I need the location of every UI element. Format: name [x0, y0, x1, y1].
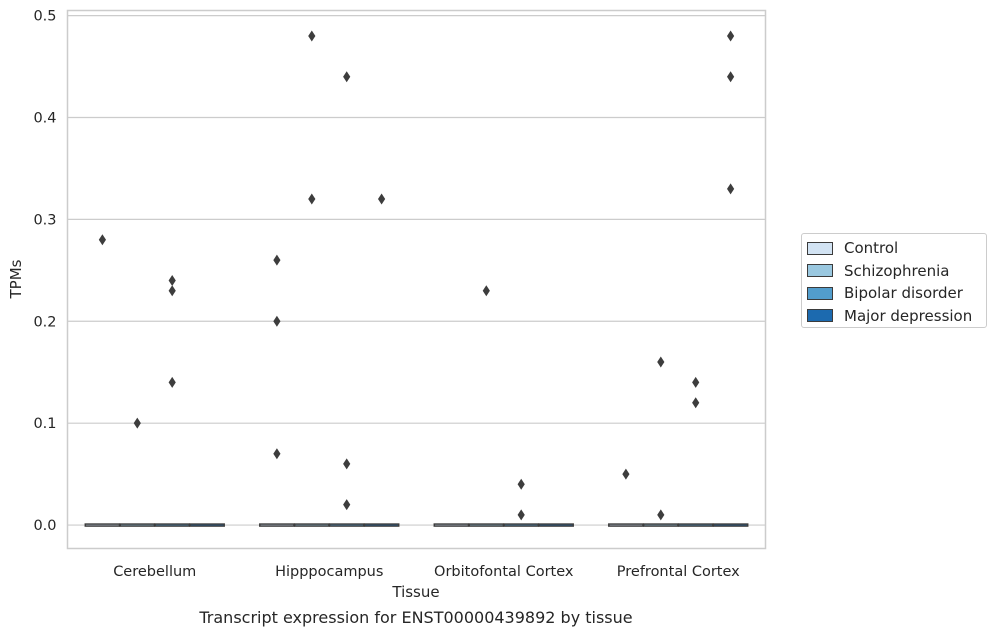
box-major-depression-hipppocampus: [363, 523, 400, 527]
outlier-point: [273, 254, 281, 266]
legend-label-major-depression: Major depression: [844, 306, 973, 325]
boxes: [84, 523, 749, 527]
outlier-point: [273, 448, 281, 460]
outlier-point: [308, 193, 316, 205]
outlier-point: [343, 499, 351, 511]
y-tick-label: 0.4: [33, 110, 56, 126]
outlier-point: [133, 417, 141, 429]
y-tick-label: 0.2: [33, 314, 56, 330]
x-tick-label-orbitofontal-cortex: Orbitofontal Cortex: [434, 564, 574, 580]
outlier-point: [273, 315, 281, 327]
outlier-point: [308, 30, 316, 42]
legend-label-schizophrenia: Schizophrenia: [844, 261, 950, 280]
y-tick-label: 0.0: [33, 518, 56, 534]
outlier-point: [692, 397, 700, 409]
legend: Control Schizophrenia Bipolar disorder M…: [801, 233, 987, 328]
x-tick-label-prefrontal-cortex: Prefrontal Cortex: [617, 564, 740, 580]
x-tick-labels: Cerebellum Hipppocampus Orbitofontal Corte…: [113, 564, 740, 580]
legend-label-bipolar-disorder: Bipolar disorder: [844, 284, 963, 303]
box-control-prefrontal-cortex: [608, 523, 644, 527]
outlier-point: [727, 71, 735, 83]
outlier-point: [168, 376, 176, 388]
box-schizophrenia-cerebellum: [119, 523, 156, 527]
y-tick-labels: 0.0 0.1 0.2 0.3 0.4 0.5: [33, 9, 56, 534]
box-bipolar-disorder-orbitofontal-cortex: [503, 523, 540, 527]
legend-swatch-bipolar-disorder: [807, 286, 833, 300]
legend-swatch-control: [807, 241, 833, 255]
outlier-point: [727, 183, 735, 195]
y-tick-label: 0.1: [33, 416, 56, 432]
box-bipolar-disorder-cerebellum: [154, 523, 191, 527]
outlier-point: [727, 30, 735, 42]
y-tick-label: 0.5: [33, 9, 56, 25]
outlier-points: [98, 30, 735, 521]
box-control-hipppocampus: [259, 523, 295, 527]
legend-item-schizophrenia: Schizophrenia: [807, 260, 986, 283]
x-axis-label: Tissue: [391, 583, 439, 601]
legend-label-control: Control: [844, 239, 899, 258]
box-bipolar-disorder-prefrontal-cortex: [677, 523, 714, 527]
box-major-depression-prefrontal-cortex: [712, 523, 749, 527]
outlier-point: [378, 193, 386, 205]
plot-frame: [66, 9, 767, 550]
outlier-point: [168, 275, 176, 287]
box-bipolar-disorder-hipppocampus: [328, 523, 365, 527]
box-schizophrenia-prefrontal-cortex: [642, 523, 679, 527]
outlier-point: [517, 478, 525, 490]
x-tick-label-cerebellum: Cerebellum: [113, 564, 196, 580]
box-control-cerebellum: [84, 523, 121, 527]
box-control-orbitofontal-cortex: [433, 523, 470, 527]
outlier-point: [168, 285, 176, 297]
chart-title: Transcript expression for ENST0000043989…: [198, 608, 632, 627]
legend-item-control: Control: [807, 237, 986, 260]
outlier-point: [622, 468, 630, 480]
box-schizophrenia-orbitofontal-cortex: [468, 523, 505, 527]
box-schizophrenia-hipppocampus: [293, 523, 330, 527]
legend-swatch-major-depression: [807, 309, 833, 323]
outlier-point: [657, 356, 665, 368]
gridlines: [67, 14, 766, 526]
outlier-point: [657, 509, 665, 521]
y-tick-label: 0.3: [33, 212, 56, 228]
box-major-depression-orbitofontal-cortex: [538, 523, 574, 527]
y-axis-label: TPMs: [7, 259, 25, 299]
outlier-point: [98, 234, 106, 246]
outlier-point: [482, 285, 490, 297]
box-major-depression-cerebellum: [189, 523, 225, 527]
legend-item-bipolar-disorder: Bipolar disorder: [807, 282, 986, 305]
outlier-point: [343, 71, 351, 83]
outlier-point: [343, 458, 351, 470]
outlier-point: [517, 509, 525, 521]
legend-item-major-depression: Major depression: [807, 305, 986, 328]
outlier-point: [692, 376, 700, 388]
x-tick-label-hipppocampus: Hipppocampus: [275, 564, 383, 580]
legend-swatch-schizophrenia: [807, 264, 833, 278]
